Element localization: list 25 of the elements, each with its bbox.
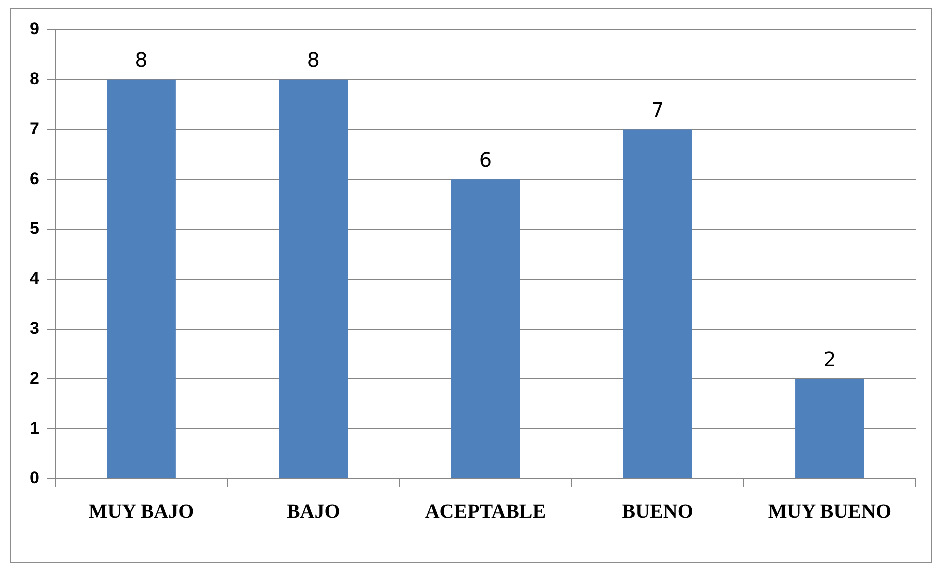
bar [623,130,692,478]
y-tick-label: 5 [30,219,40,238]
x-tick-label: ACEPTABLE [425,501,546,524]
y-tick-label: 1 [30,418,40,438]
data-label: 7 [651,98,664,122]
bar [796,379,864,478]
y-tick-label: 7 [30,119,40,138]
y-tick-label: 0 [30,468,40,488]
y-tick-label: 8 [30,70,40,89]
bar [107,80,176,478]
data-label: 8 [135,48,148,72]
x-tick-label: MUY BAJO [88,501,194,524]
data-label: 8 [307,48,320,72]
x-tick-label: MUY BUENO [768,501,892,524]
y-tick-label: 2 [30,368,40,388]
y-tick-label: 6 [30,169,40,188]
data-label: 6 [479,148,492,172]
bar [279,80,348,478]
y-tick-label: 4 [30,269,40,288]
data-label: 2 [824,347,836,372]
bar [451,180,520,478]
y-tick-label: 3 [30,319,40,338]
y-tick-label: 9 [30,20,40,39]
x-tick-label: BAJO [286,501,340,524]
x-tick-label: BUENO [622,501,694,524]
